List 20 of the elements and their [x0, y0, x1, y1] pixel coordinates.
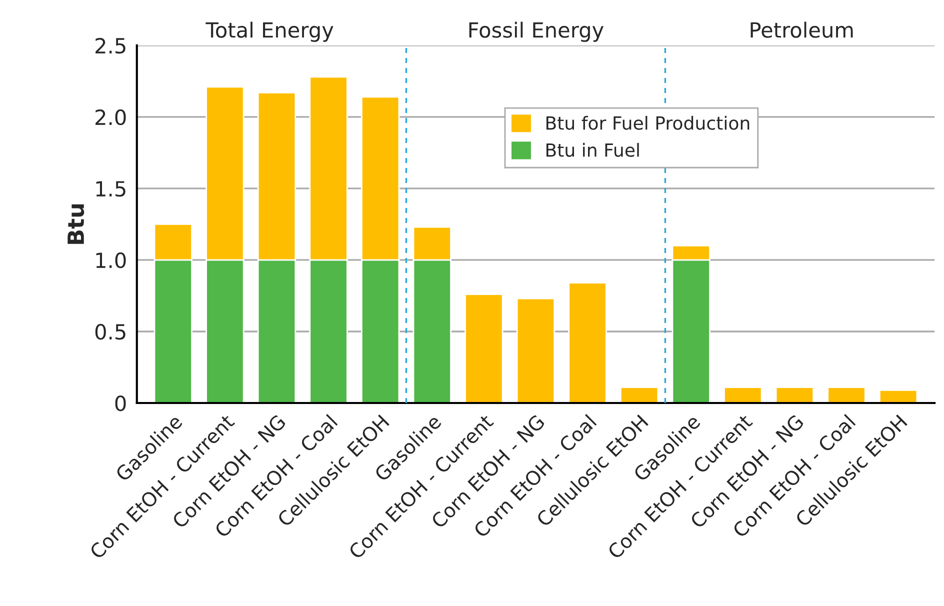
- bar: [464, 294, 504, 403]
- y-tick-label: 2.5: [96, 38, 126, 54]
- bar: [827, 386, 866, 403]
- text: Total Energy: [206, 22, 334, 42]
- legend-label: Btu for Fuel Production: [546, 116, 750, 130]
- y-tick-label: 0.5: [95, 324, 126, 340]
- y-tick-label: 1.5: [96, 181, 126, 197]
- bar: [620, 386, 659, 403]
- bar: [568, 282, 607, 403]
- legend-label: Btu in Fuel: [546, 142, 639, 157]
- text: Petroleum: [750, 22, 853, 38]
- y-tick-label: 2.0: [96, 109, 126, 126]
- y-tick-label: 0: [115, 395, 126, 412]
- bar: [724, 386, 762, 403]
- bar: [775, 386, 814, 403]
- y-axis-title: Btu: [68, 204, 84, 244]
- bar: [878, 389, 918, 403]
- y-tick-label: 1.0: [96, 252, 126, 268]
- text: Fossil Energy: [469, 22, 604, 42]
- bar: [516, 298, 556, 403]
